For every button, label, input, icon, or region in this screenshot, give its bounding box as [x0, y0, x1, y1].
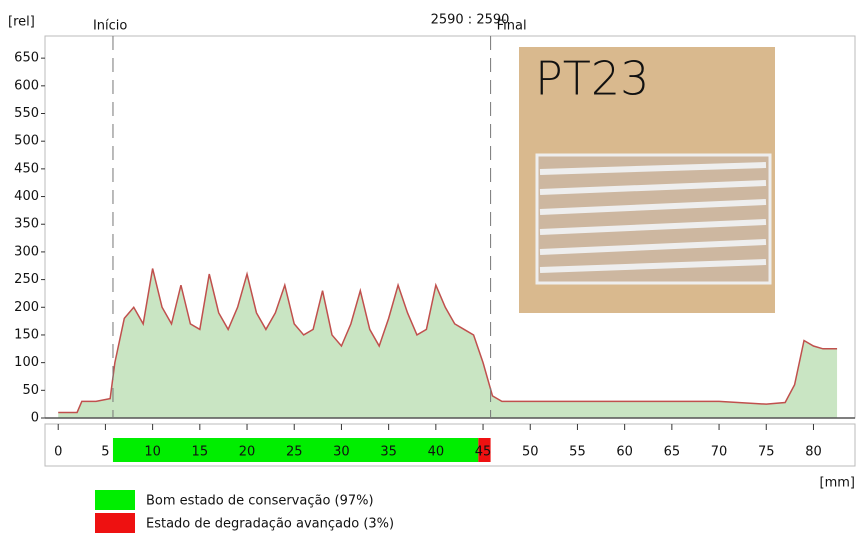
- x-tick-label: 5: [101, 445, 109, 460]
- y-tick-label: 500: [14, 134, 39, 149]
- y-tick-label: 300: [14, 244, 39, 259]
- header: 2590 : 2590: [431, 13, 510, 28]
- condition-segment: [478, 438, 491, 462]
- profile-line: [58, 268, 838, 414]
- marker-label: Início: [93, 19, 127, 34]
- x-tick-label: 0: [54, 445, 62, 460]
- photo-brick-rows: [539, 162, 767, 273]
- x-tick-label: 45: [475, 445, 492, 460]
- y-tick-label: 600: [14, 78, 39, 93]
- y-tick-label: 400: [14, 189, 39, 204]
- x-tick-label: 65: [664, 445, 681, 460]
- x-tick-label: 60: [616, 445, 633, 460]
- y-tick-label: 150: [14, 327, 39, 342]
- x-tick-label: 20: [239, 445, 256, 460]
- x-tick-label: 70: [711, 445, 728, 460]
- y-tick-label: 200: [14, 300, 39, 315]
- inset-text: PT23: [535, 52, 649, 106]
- x-tick-label: 40: [428, 445, 445, 460]
- x-tick-label: 75: [758, 445, 775, 460]
- y-unit-label: [rel]: [8, 15, 35, 30]
- y-tick-label: 100: [14, 355, 39, 370]
- x-tick-label: 50: [522, 445, 539, 460]
- x-tick-label: 30: [333, 445, 350, 460]
- x-tick-label: 15: [192, 445, 209, 460]
- x-tick-label: 10: [144, 445, 161, 460]
- y-tick-label: 550: [14, 106, 39, 121]
- y-tick-label: 650: [14, 51, 39, 66]
- legend-label: Bom estado de conservação (97%): [146, 494, 374, 509]
- x-unit-label: [mm]: [820, 476, 855, 491]
- legend-label: Estado de degradação avançado (3%): [146, 517, 394, 532]
- marker-label: Final: [497, 19, 527, 34]
- x-tick-label: 25: [286, 445, 303, 460]
- legend-swatch: [95, 490, 135, 510]
- y-tick-label: 0: [31, 411, 39, 426]
- y-tick-label: 250: [14, 272, 39, 287]
- y-tick-label: 450: [14, 161, 39, 176]
- legend-swatch: [95, 513, 135, 533]
- x-tick-label: 35: [380, 445, 397, 460]
- photo-inset: PT23: [519, 47, 775, 313]
- area-fill: [58, 268, 838, 418]
- y-tick-label: 50: [22, 383, 39, 398]
- x-tick-label: 55: [569, 445, 586, 460]
- y-tick-label: 350: [14, 217, 39, 232]
- x-tick-label: 80: [805, 445, 822, 460]
- condition-segment: [112, 438, 479, 462]
